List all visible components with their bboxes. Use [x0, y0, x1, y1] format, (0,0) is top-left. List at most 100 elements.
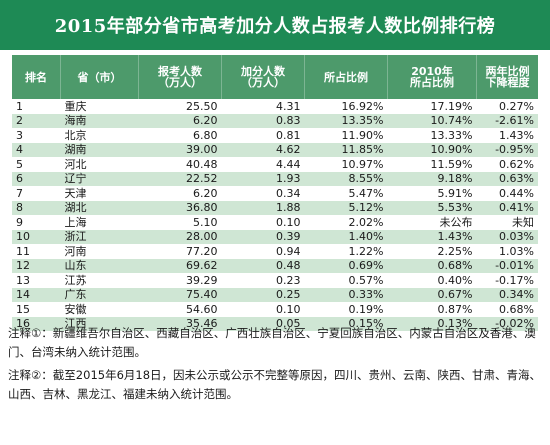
bonus-cell: 1.88 — [221, 200, 305, 215]
ratio-cell: 0.33% — [304, 287, 388, 302]
applicants-cell: 39.29 — [138, 273, 222, 288]
ratio-cell: 11.85% — [304, 142, 388, 157]
ratio-cell: 0.57% — [304, 273, 388, 288]
table-row: 6 辽宁 22.52 1.93 8.55% 9.18% 0.63% — [12, 171, 538, 186]
table-row: 14 广东 75.40 0.25 0.33% 0.67% 0.34% — [12, 287, 538, 302]
decline-cell: 0.34% — [476, 287, 538, 302]
decline-cell: -0.02% — [476, 316, 538, 331]
ratio-cell: 1.22% — [304, 244, 388, 259]
ratio-cell: 5.12% — [304, 200, 388, 215]
rank-cell: 3 — [12, 128, 61, 143]
applicants-cell: 6.80 — [138, 128, 222, 143]
decline-cell: 0.41% — [476, 200, 538, 215]
rank-cell: 1 — [12, 99, 61, 114]
bonus-cell: 4.62 — [221, 142, 305, 157]
table-row: 16 江西 35.46 0.05 0.15% 0.13% -0.02% — [12, 316, 538, 331]
ratio-2010-cell: 0.68% — [387, 258, 477, 273]
rank-cell: 12 — [12, 258, 61, 273]
bonus-cell: 4.31 — [221, 99, 305, 114]
rank-cell: 8 — [12, 200, 61, 215]
ranking-table: 排名 省（市） 报考人数 （万人） 加分人数 （万人） 所占比例 2010年 所… — [12, 55, 538, 331]
decline-cell: -0.95% — [476, 142, 538, 157]
ratio-2010-cell: 0.67% — [387, 287, 477, 302]
table-row: 10 浙江 28.00 0.39 1.40% 1.43% 0.03% — [12, 229, 538, 244]
rank-cell: 14 — [12, 287, 61, 302]
page-title: 2015年部分省市高考加分人数占报考人数比例排行榜 — [0, 0, 550, 50]
table-row: 12 山东 69.62 0.48 0.69% 0.68% -0.01% — [12, 258, 538, 273]
ratio-2010-cell: 10.90% — [387, 142, 477, 157]
col-header-bonus: 加分人数 （万人） — [221, 55, 305, 99]
applicants-cell: 77.20 — [138, 244, 222, 259]
rank-cell: 9 — [12, 215, 61, 230]
province-cell: 浙江 — [60, 229, 139, 244]
rank-cell: 2 — [12, 113, 61, 128]
applicants-cell: 75.40 — [138, 287, 222, 302]
col-header-decline: 两年比例 下降程度 — [476, 55, 538, 99]
applicants-cell: 22.52 — [138, 171, 222, 186]
ratio-2010-cell: 11.59% — [387, 157, 477, 172]
ratio-2010-cell: 0.13% — [387, 316, 477, 331]
bonus-cell: 0.25 — [221, 287, 305, 302]
ratio-cell: 2.02% — [304, 215, 388, 230]
bonus-cell: 0.23 — [221, 273, 305, 288]
col-header-bonus-text: 加分人数 （万人） — [241, 65, 285, 89]
ratio-2010-cell: 1.43% — [387, 229, 477, 244]
table-header-row: 排名 省（市） 报考人数 （万人） 加分人数 （万人） 所占比例 2010年 所… — [12, 55, 538, 99]
rank-cell: 7 — [12, 186, 61, 201]
bonus-cell: 0.81 — [221, 128, 305, 143]
bonus-cell: 0.34 — [221, 186, 305, 201]
decline-cell: -0.01% — [476, 258, 538, 273]
ratio-2010-cell: 0.40% — [387, 273, 477, 288]
province-cell: 安徽 — [60, 302, 139, 317]
decline-cell: 1.03% — [476, 244, 538, 259]
province-cell: 重庆 — [60, 99, 139, 114]
table-row: 1 重庆 25.50 4.31 16.92% 17.19% 0.27% — [12, 99, 538, 114]
decline-cell: -2.61% — [476, 113, 538, 128]
decline-cell: 0.68% — [476, 302, 538, 317]
table-row: 11 河南 77.20 0.94 1.22% 2.25% 1.03% — [12, 244, 538, 259]
table-row: 7 天津 6.20 0.34 5.47% 5.91% 0.44% — [12, 186, 538, 201]
ratio-cell: 1.40% — [304, 229, 388, 244]
decline-cell: 0.44% — [476, 186, 538, 201]
applicants-cell: 6.20 — [138, 186, 222, 201]
table-body: 1 重庆 25.50 4.31 16.92% 17.19% 0.27% 2 海南 6.20 0.83… — [12, 99, 538, 331]
ratio-cell: 5.47% — [304, 186, 388, 201]
ratio-2010-cell: 未公布 — [387, 215, 477, 230]
col-header-ratio: 所占比例 — [304, 55, 388, 99]
bonus-cell: 4.44 — [221, 157, 305, 172]
province-cell: 湖北 — [60, 200, 139, 215]
bonus-cell: 1.93 — [221, 171, 305, 186]
bonus-cell: 0.10 — [221, 302, 305, 317]
ratio-cell: 13.35% — [304, 113, 388, 128]
province-cell: 湖南 — [60, 142, 139, 157]
ratio-2010-cell: 17.19% — [387, 99, 477, 114]
province-cell: 河南 — [60, 244, 139, 259]
bonus-cell: 0.94 — [221, 244, 305, 259]
rank-cell: 4 — [12, 142, 61, 157]
applicants-cell: 54.60 — [138, 302, 222, 317]
col-header-ratio-2010-text: 2010年 所占比例 — [410, 65, 454, 89]
bonus-cell: 0.39 — [221, 229, 305, 244]
note-2: 注释②：截至2015年6月18日，因未公示或公示不完整等原因，四川、贵州、云南、… — [8, 368, 542, 401]
rank-cell: 10 — [12, 229, 61, 244]
applicants-cell: 39.00 — [138, 142, 222, 157]
province-cell: 山东 — [60, 258, 139, 273]
rank-cell: 6 — [12, 171, 61, 186]
decline-cell: 0.62% — [476, 157, 538, 172]
table-row: 3 北京 6.80 0.81 11.90% 13.33% 1.43% — [12, 128, 538, 143]
province-cell: 广东 — [60, 287, 139, 302]
province-cell: 北京 — [60, 128, 139, 143]
ratio-2010-cell: 5.91% — [387, 186, 477, 201]
col-header-applicants-text: 报考人数 （万人） — [158, 65, 202, 89]
ratio-2010-cell: 10.74% — [387, 113, 477, 128]
ratio-2010-cell: 9.18% — [387, 171, 477, 186]
col-header-rank: 排名 — [12, 55, 61, 99]
applicants-cell: 6.20 — [138, 113, 222, 128]
bonus-cell: 0.05 — [221, 316, 305, 331]
table-row: 5 河北 40.48 4.44 10.97% 11.59% 0.62% — [12, 157, 538, 172]
ratio-cell: 0.19% — [304, 302, 388, 317]
ratio-cell: 10.97% — [304, 157, 388, 172]
bonus-cell: 0.48 — [221, 258, 305, 273]
bonus-cell: 0.10 — [221, 215, 305, 230]
note-1: 注释①：新疆维吾尔自治区、西藏自治区、广西壮族自治区、宁夏回族自治区、内蒙古自治… — [8, 326, 536, 359]
